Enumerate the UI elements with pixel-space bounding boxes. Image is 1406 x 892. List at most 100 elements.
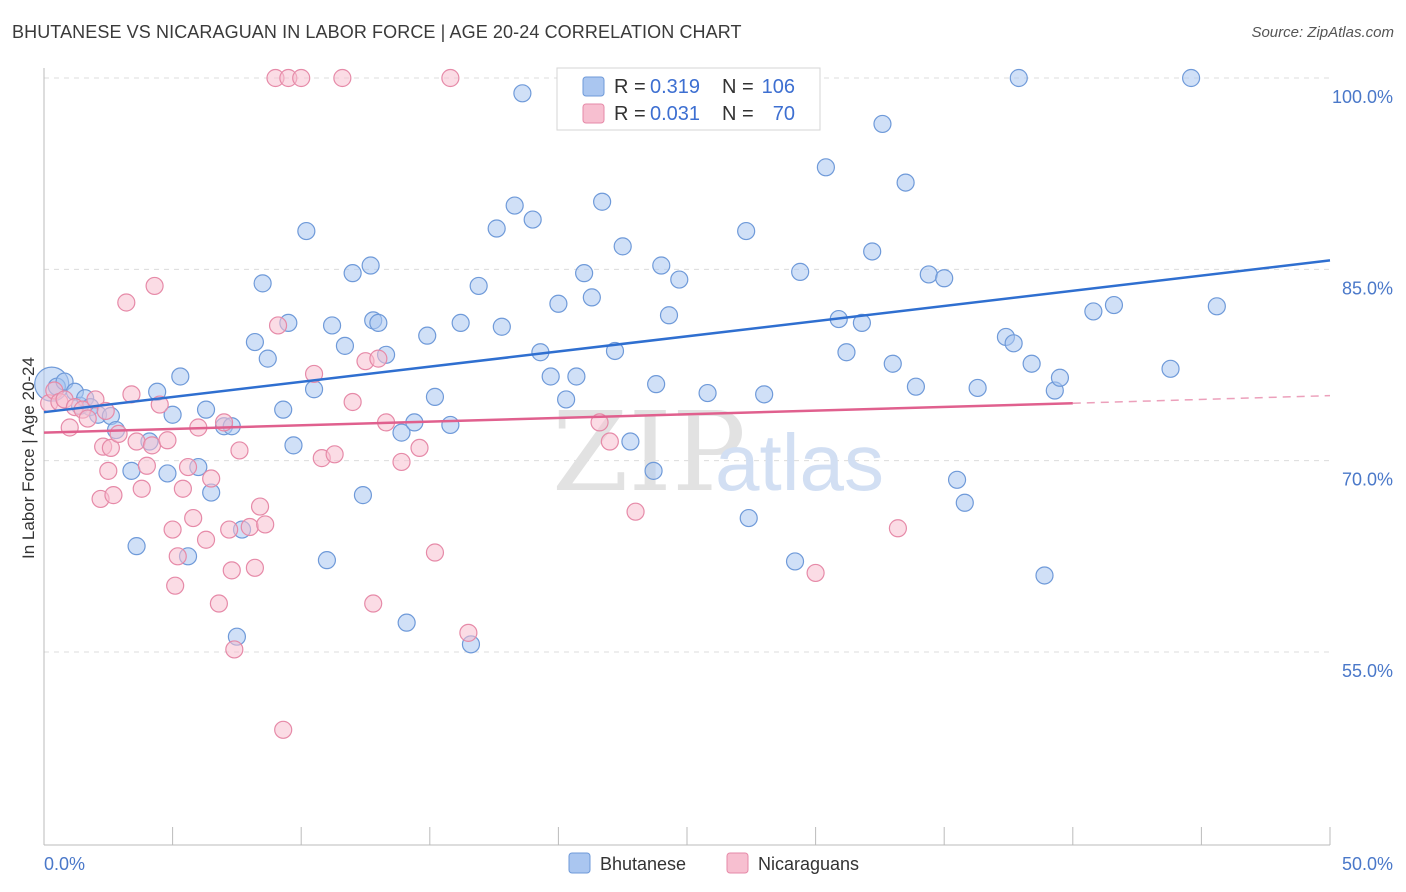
gridlines [44, 77, 1330, 653]
nicaraguan-point [230, 441, 249, 460]
bhutanese-point [418, 326, 437, 345]
nicaraguan-point [184, 508, 203, 528]
nicaraguan-point [256, 515, 275, 534]
chart-title: BHUTANESE VS NICARAGUAN IN LABOR FORCE |… [12, 22, 742, 42]
y-tick-label-100: 100.0% [1332, 87, 1393, 107]
legend-swatch-bhutanese [582, 76, 605, 97]
legend-n-label-2: N = [722, 103, 754, 125]
nicaraguan-point [410, 438, 429, 458]
nicaraguan-point [274, 720, 293, 739]
bhutanese-point [968, 378, 987, 398]
legend-r-label-2: R = [614, 103, 646, 125]
bottom-legend-label-nicaraguan: Nicaraguans [758, 854, 859, 874]
nicaraguan-point [369, 349, 388, 368]
bhutanese-point [575, 264, 594, 283]
legend-box: R = 0.319 N = 106 R = 0.031 N = 70 [556, 67, 821, 131]
bhutanese-point [567, 367, 586, 386]
nicaraguan-point [225, 640, 244, 659]
bhutanese-point [837, 343, 856, 362]
bhutanese-point [755, 385, 774, 404]
bhutanese-point [441, 415, 460, 435]
nicaraguan-point [325, 445, 344, 464]
x-ticks [43, 827, 1331, 845]
bhutanese-point [523, 210, 542, 229]
bhutanese-point [274, 400, 293, 419]
bhutanese-point [896, 173, 915, 192]
nicaraguan-point [888, 519, 908, 538]
y-tick-label-70: 70.0% [1342, 470, 1393, 490]
y-axis-label: In Labor Force | Age 20-24 [19, 357, 38, 559]
bhutanese-point [369, 313, 388, 333]
bhutanese-point [1022, 354, 1041, 373]
nicaraguan-point [196, 530, 216, 549]
bhutanese-point [737, 221, 756, 241]
bhutanese-point [582, 288, 601, 307]
nicaraguan-point [806, 563, 825, 583]
bhutanese-point [505, 196, 524, 215]
bhutanese-point [425, 387, 445, 406]
nicaraguan-point [145, 276, 164, 296]
bhutanese-point [791, 262, 810, 281]
nicaraguan-point [292, 68, 311, 88]
nicaraguan-point [137, 456, 156, 475]
x-tick-label-max: 50.0% [1342, 854, 1393, 874]
legend-r-value-2: 0.031 [650, 103, 700, 125]
source-label: Source: ZipAtlas.com [1251, 24, 1394, 41]
bhutanese-point [1182, 68, 1201, 88]
nicaraguan-point [163, 520, 182, 539]
bhutanese-point [883, 354, 902, 373]
bhutanese-point [785, 552, 805, 571]
trend-line-nicaraguan-extension [1072, 394, 1331, 405]
bottom-legend-swatch-bhutanese [568, 852, 591, 874]
bottom-legend-swatch-nicaraguan [726, 852, 749, 874]
bhutanese-point [492, 317, 511, 336]
bhutanese-point [245, 332, 265, 352]
legend-r-label-1: R = [614, 76, 646, 98]
nicaraguan-point [392, 452, 411, 472]
nicaraguan-point [240, 517, 259, 537]
bhutanese-point [1104, 295, 1124, 315]
bhutanese-point [158, 464, 177, 483]
bhutanese-point [487, 219, 506, 238]
nicaraguan-point [268, 316, 288, 335]
legend-n-value-1: 106 [762, 76, 795, 98]
bhutanese-point [163, 405, 182, 424]
bhutanese-point [873, 114, 892, 134]
bhutanese-point [1084, 302, 1103, 321]
bhutanese-point [322, 316, 342, 335]
bhutanese-point [361, 256, 380, 275]
bhutanese-point [605, 341, 625, 361]
watermark-atlas: atlas [715, 418, 884, 507]
bhutanese-points [34, 68, 1226, 654]
nicaraguan-points [40, 68, 908, 739]
y-tick-label-85: 85.0% [1342, 278, 1393, 298]
bhutanese-point [1207, 297, 1226, 316]
nicaraguan-point [101, 438, 120, 458]
nicaraguan-point [590, 413, 609, 432]
bhutanese-point [1035, 566, 1054, 585]
bhutanese-point [549, 294, 568, 313]
bottom-legend-label-bhutanese: Bhutanese [600, 854, 686, 874]
bhutanese-point [258, 349, 277, 368]
bhutanese-point [392, 423, 411, 442]
nicaraguan-point [441, 68, 460, 88]
nicaraguan-point [220, 520, 239, 539]
nicaraguan-point [222, 561, 241, 580]
bhutanese-point [335, 336, 355, 355]
nicaraguan-point [600, 432, 619, 451]
bhutanese-point [1050, 368, 1070, 387]
bhutanese-point [1004, 334, 1023, 353]
nicaraguan-point [132, 479, 151, 498]
watermark-zip: ZIP [552, 388, 746, 516]
bhutanese-point [353, 486, 373, 505]
nicaraguan-point [117, 293, 136, 312]
bhutanese-point [513, 84, 532, 103]
bhutanese-point [935, 269, 954, 288]
legend-r-value-1: 0.319 [650, 76, 700, 98]
nicaraguan-point [104, 486, 123, 505]
nicaraguan-point [166, 576, 185, 595]
bhutanese-point [171, 367, 190, 386]
legend-n-label-1: N = [722, 76, 754, 98]
y-tick-label-55: 55.0% [1342, 661, 1393, 681]
